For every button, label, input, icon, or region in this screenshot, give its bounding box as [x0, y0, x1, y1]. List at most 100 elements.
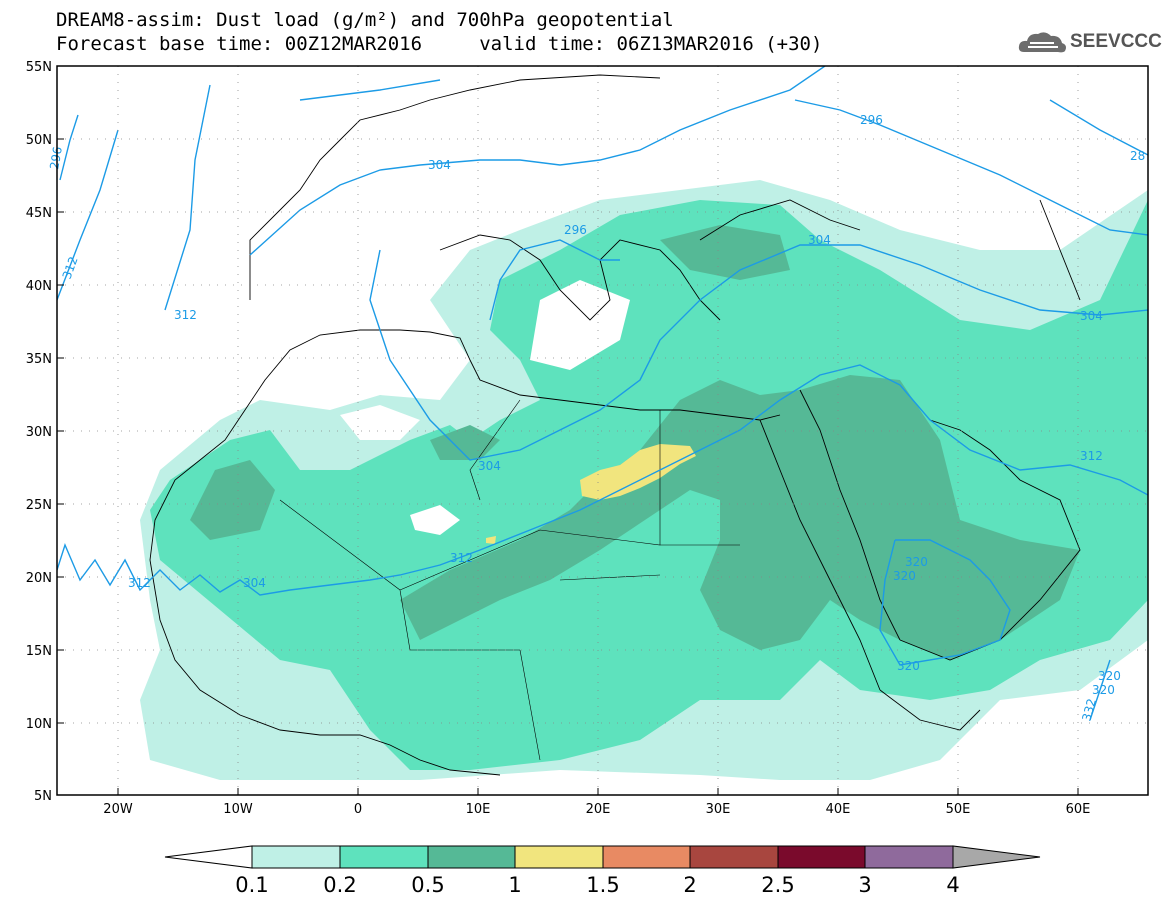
dust-clear-mediterranean	[530, 280, 630, 370]
contour-label: 320	[897, 659, 920, 673]
contour-label: 304	[428, 158, 451, 172]
coastline-east-africa	[879, 689, 981, 731]
lat-label: 40N	[26, 279, 52, 294]
contour-304-africa	[369, 244, 1148, 461]
contour-label: 320	[1098, 669, 1121, 683]
colorbar-label: 1	[508, 873, 521, 897]
contour-label: 312	[174, 308, 197, 322]
lon-label: 60E	[1066, 802, 1091, 817]
contour-label: 304	[243, 576, 266, 590]
lat-label: 55N	[26, 60, 52, 75]
lon-label: 20W	[103, 802, 133, 817]
contour-label: 320	[1092, 683, 1115, 697]
longitude-labels: 20W 10W 0 10E 20E 30E 40E 50E 60E	[103, 802, 1090, 817]
colorbar-cell	[864, 845, 954, 869]
contour-label: 332	[1079, 697, 1098, 723]
lat-label: 5N	[34, 789, 52, 804]
lon-label: 30E	[706, 802, 731, 817]
geopotential-contours	[57, 66, 1148, 721]
coastline-west-africa	[149, 329, 781, 561]
contour-320-east	[1089, 659, 1111, 721]
contour-320-arabia	[879, 539, 1011, 666]
cloud-icon	[1018, 32, 1066, 53]
contour-label: 312	[450, 551, 473, 565]
axis-ticks	[57, 138, 1079, 795]
colorbar-label: 4	[946, 873, 959, 897]
lon-label: 20E	[586, 802, 611, 817]
contour-label: 304	[1080, 309, 1103, 323]
coastline-europe	[249, 74, 661, 300]
colorbar-label: 2.5	[761, 873, 794, 897]
contour-label: 296	[564, 223, 587, 237]
colorbar-arrow-high	[952, 845, 1041, 869]
contour-296-europe	[489, 239, 620, 321]
contour-label: 296	[860, 113, 883, 127]
lon-label: 0	[354, 802, 362, 817]
contour-312-west	[164, 84, 211, 311]
contour-label: 312	[1080, 449, 1103, 463]
colorbar-label: 1.5	[586, 873, 619, 897]
lat-label: 10N	[26, 717, 52, 732]
lon-label: 50E	[946, 802, 971, 817]
logo-text: SEEVCCC	[1070, 31, 1162, 52]
dust-band-0.5	[430, 425, 500, 460]
lat-label: 25N	[26, 498, 52, 513]
colorbar-cell	[514, 845, 604, 869]
lat-label: 35N	[26, 352, 52, 367]
dust-field	[57, 66, 1148, 795]
colorbar-cell	[602, 845, 691, 869]
contour-labels: 296 312 312 304 296 304 296 28 304 304 3…	[47, 113, 1145, 723]
coastline-italy-balkans	[439, 234, 721, 321]
dust-band-0.5	[400, 375, 1080, 660]
dust-band-1-spot	[486, 536, 496, 544]
title-line-2: Forecast base time: 00Z12MAR2016 valid t…	[56, 33, 823, 55]
dust-band-0.5	[660, 225, 790, 280]
lon-label: 10W	[223, 802, 253, 817]
colorbar-cell	[777, 845, 866, 869]
contour-label: 304	[808, 233, 831, 247]
colorbar-cell	[427, 845, 516, 869]
contour-304-europe	[249, 66, 826, 256]
lon-label: 40E	[826, 802, 851, 817]
colorbar-label: 3	[858, 873, 871, 897]
colorbar-arrow-low	[164, 845, 253, 869]
coastline-black-caspian	[699, 199, 1081, 301]
contour-288-east	[1049, 99, 1148, 156]
lon-label: 10E	[466, 802, 491, 817]
contour-label: 304	[478, 459, 501, 473]
seevccc-logo: SEEVCCC	[1018, 28, 1162, 58]
contour-312-south	[57, 364, 1148, 596]
colorbar-cell	[339, 845, 429, 869]
lat-label: 50N	[26, 133, 52, 148]
title-line-1: DREAM8-assim: Dust load (g/m²) and 700hP…	[56, 9, 674, 31]
dust-band-1	[580, 444, 696, 500]
lat-label: 15N	[26, 644, 52, 659]
contour-label: 312	[128, 576, 151, 590]
lat-label: 45N	[26, 206, 52, 221]
contour-296-west	[59, 114, 79, 181]
coastlines	[149, 74, 1081, 776]
dust-clear-sahara	[410, 505, 460, 535]
coastline-red-sea	[759, 389, 901, 691]
lat-label: 30N	[26, 425, 52, 440]
lat-label: 20N	[26, 571, 52, 586]
colorbar-cell	[251, 845, 341, 869]
contour-label: 296	[47, 146, 65, 171]
colorbar-cell	[689, 845, 779, 869]
colorbar-label: 0.1	[235, 873, 268, 897]
colorbar-label: 2	[683, 873, 696, 897]
dust-band-0.5	[190, 460, 275, 540]
contour-label: 320	[893, 569, 916, 583]
latitude-labels: 55N 50N 45N 40N 35N 30N 25N 20N 15N 10N …	[26, 60, 52, 804]
contour-304-west	[57, 129, 119, 301]
contour-label: 28	[1130, 149, 1145, 163]
contour-296-east	[794, 99, 1148, 236]
colorbar-label: 0.2	[323, 873, 356, 897]
coastline-gulf-guinea	[149, 559, 501, 776]
dust-clear-north-africa	[340, 405, 420, 440]
colorbar-label: 0.5	[411, 873, 444, 897]
colorbar-labels: 0.1 0.2 0.5 1 1.5 2 2.5 3 4	[235, 873, 959, 897]
contour-label: 320	[905, 555, 928, 569]
colorbar	[164, 845, 1041, 869]
